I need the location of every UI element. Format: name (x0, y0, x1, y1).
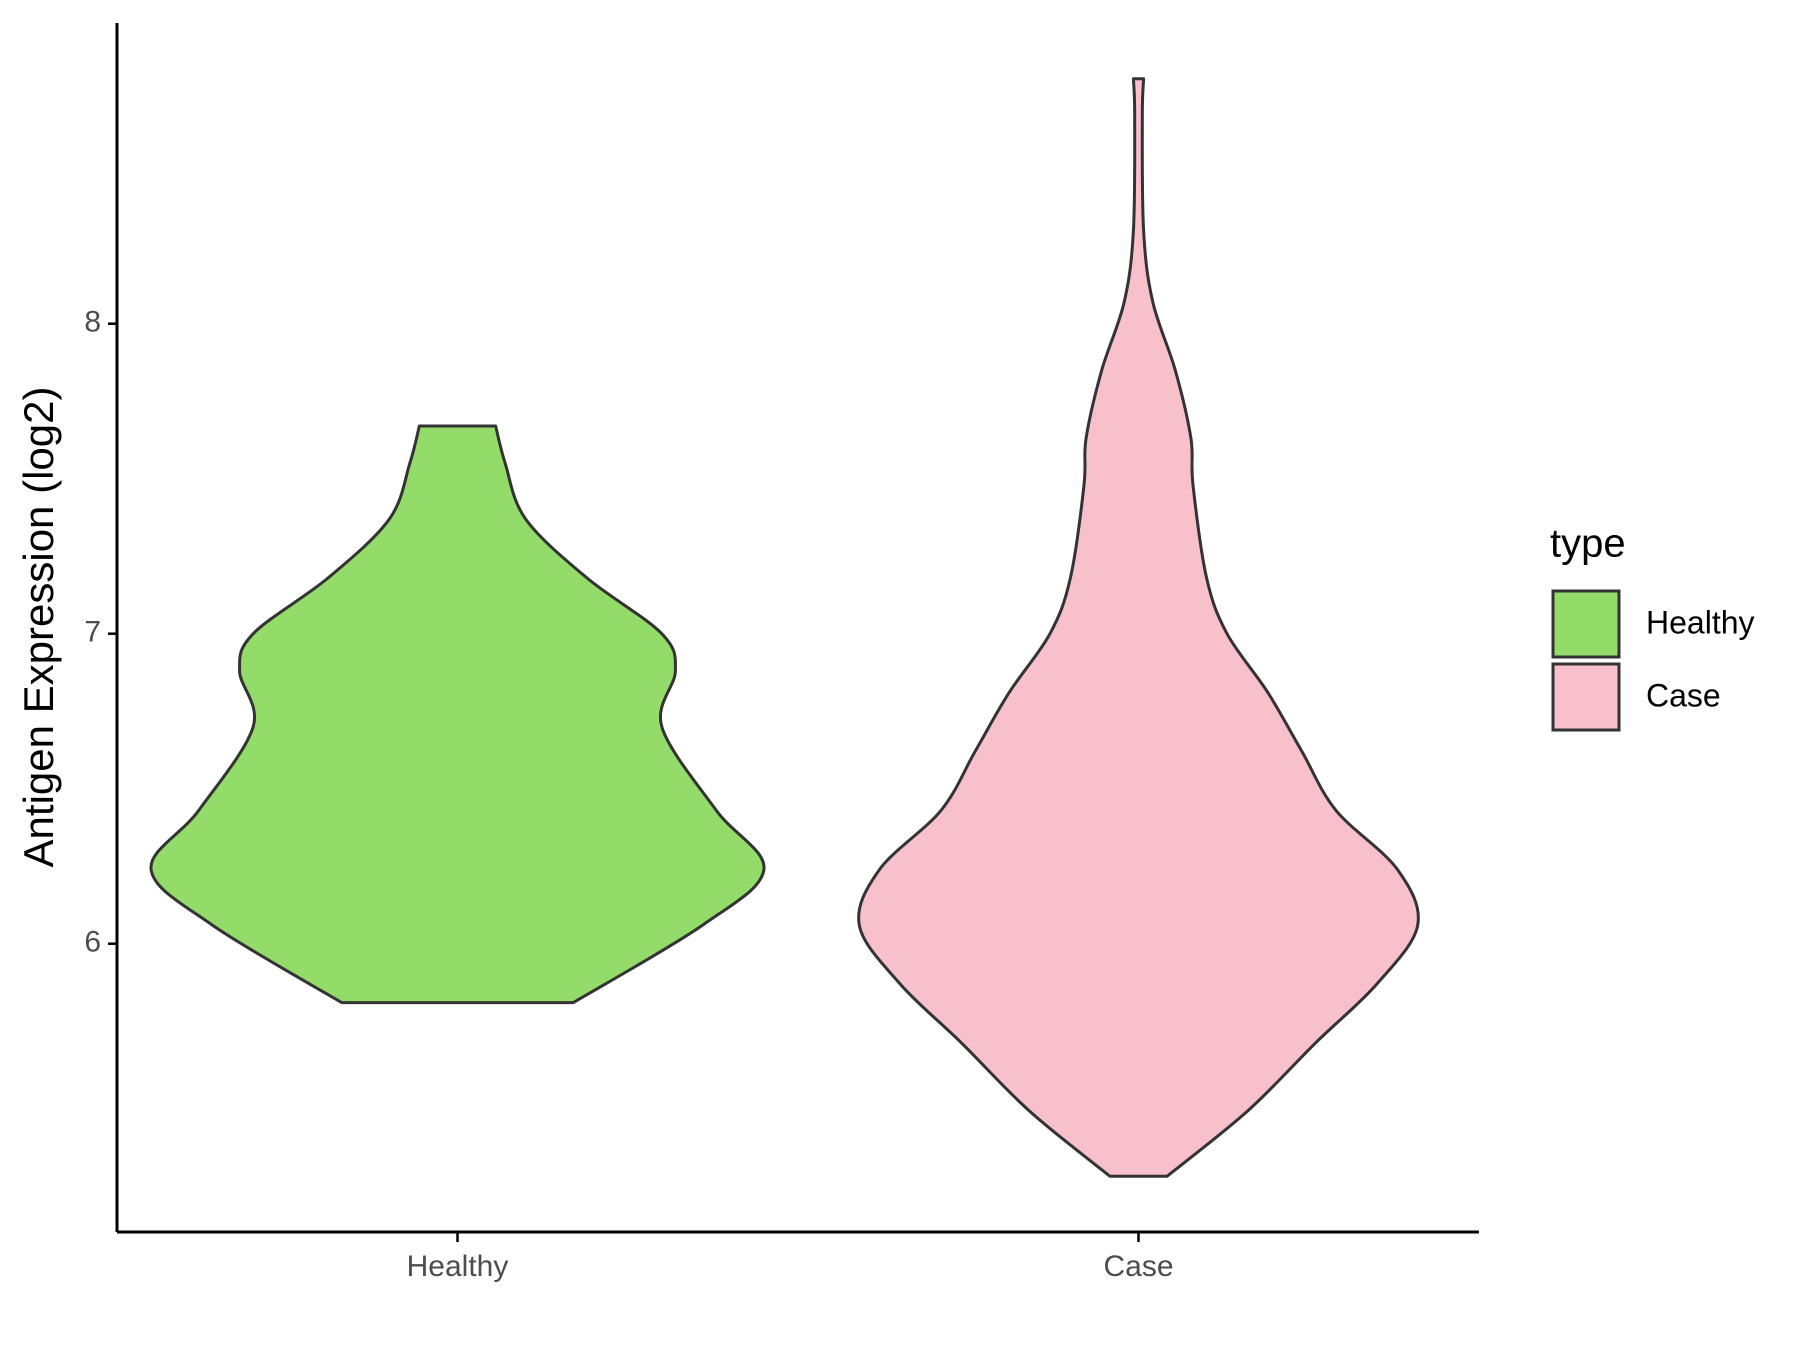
y-axis-title: Antigen Expression (log2) (15, 387, 62, 868)
legend-label: Healthy (1646, 604, 1755, 640)
y-tick-label: 8 (84, 306, 101, 339)
y-tick-label: 6 (84, 926, 101, 959)
x-tick-label: Case (1103, 1250, 1173, 1283)
legend-label: Case (1646, 677, 1721, 713)
violin (149, 424, 766, 1005)
legend-title: type (1550, 522, 1626, 566)
x-tick-label: Healthy (407, 1250, 509, 1283)
y-tick-label: 7 (84, 616, 101, 649)
legend-key (1551, 589, 1621, 659)
violin (857, 77, 1420, 1178)
legend-key (1551, 662, 1621, 732)
